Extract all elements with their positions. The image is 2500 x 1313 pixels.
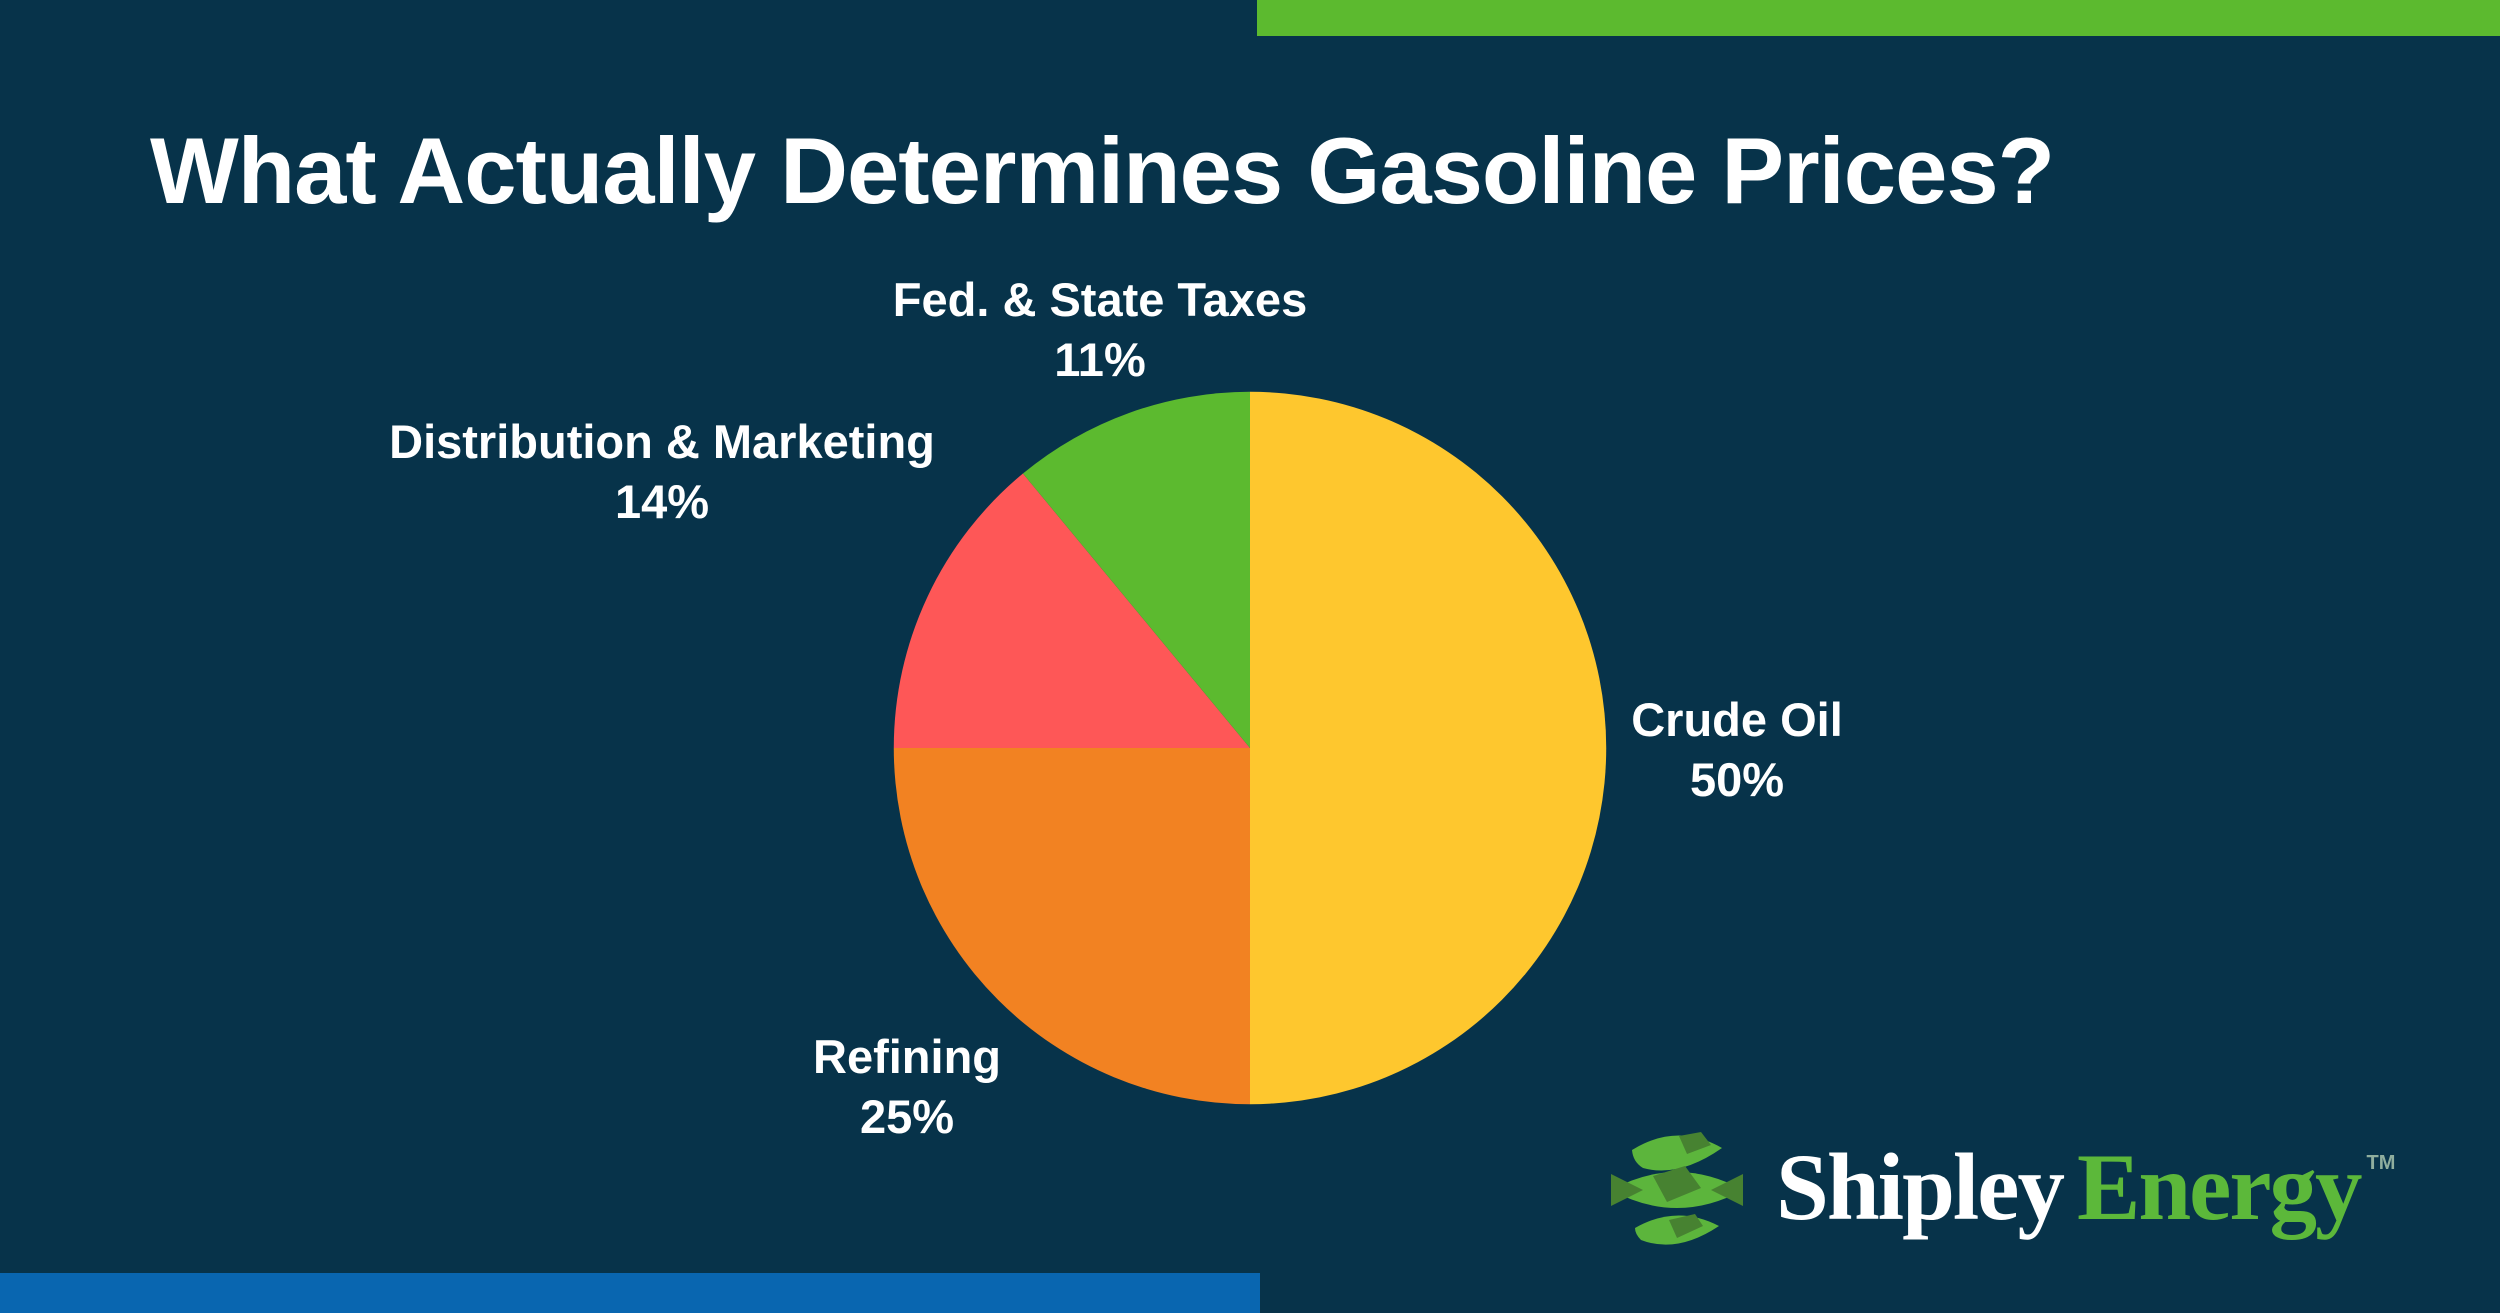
pie-slice-distribution-marketing — [893, 473, 1250, 748]
logo-text-shipley: Shipley — [1776, 1133, 2065, 1240]
slice-percent-text: 11% — [1054, 333, 1146, 386]
slice-percent-text: 25% — [859, 1090, 955, 1143]
slice-label-crude-oil: Crude Oil 50% — [1631, 690, 1843, 810]
pie-slice-refining — [893, 748, 1250, 1105]
slice-label-text: Distribution & Marketing — [389, 415, 935, 468]
trademark-symbol: TM — [2366, 1152, 2396, 1174]
slice-label-fed-state-taxes: Fed. & State Taxes 11% — [893, 270, 1307, 390]
pie-chart — [892, 390, 1608, 1106]
top-accent-bar — [1257, 0, 2500, 36]
bottom-accent-bar — [0, 1273, 1260, 1313]
slice-label-refining: Refining 25% — [813, 1027, 1001, 1147]
pie-chart-svg — [893, 391, 1607, 1105]
shipley-globe-icon — [1611, 1132, 1743, 1245]
slice-percent-text: 14% — [614, 475, 710, 528]
slice-label-text: Refining — [813, 1030, 1001, 1083]
pie-slice-fed-state-taxes — [1022, 391, 1250, 748]
shipley-energy-logo: Shipley Energy TM — [1604, 1112, 2395, 1262]
slice-percent-text: 50% — [1689, 753, 1785, 806]
page-title: What Actually Determines Gasoline Prices… — [150, 118, 2055, 223]
logo-wordmark: Shipley Energy — [1776, 1139, 2362, 1235]
pie-slice-crude-oil — [1250, 391, 1607, 1105]
slice-label-text: Crude Oil — [1631, 693, 1843, 746]
logo-text-energy: Energy — [2076, 1133, 2363, 1240]
slice-label-text: Fed. & State Taxes — [892, 273, 1308, 326]
slice-label-distribution-marketing: Distribution & Marketing 14% — [389, 412, 935, 532]
